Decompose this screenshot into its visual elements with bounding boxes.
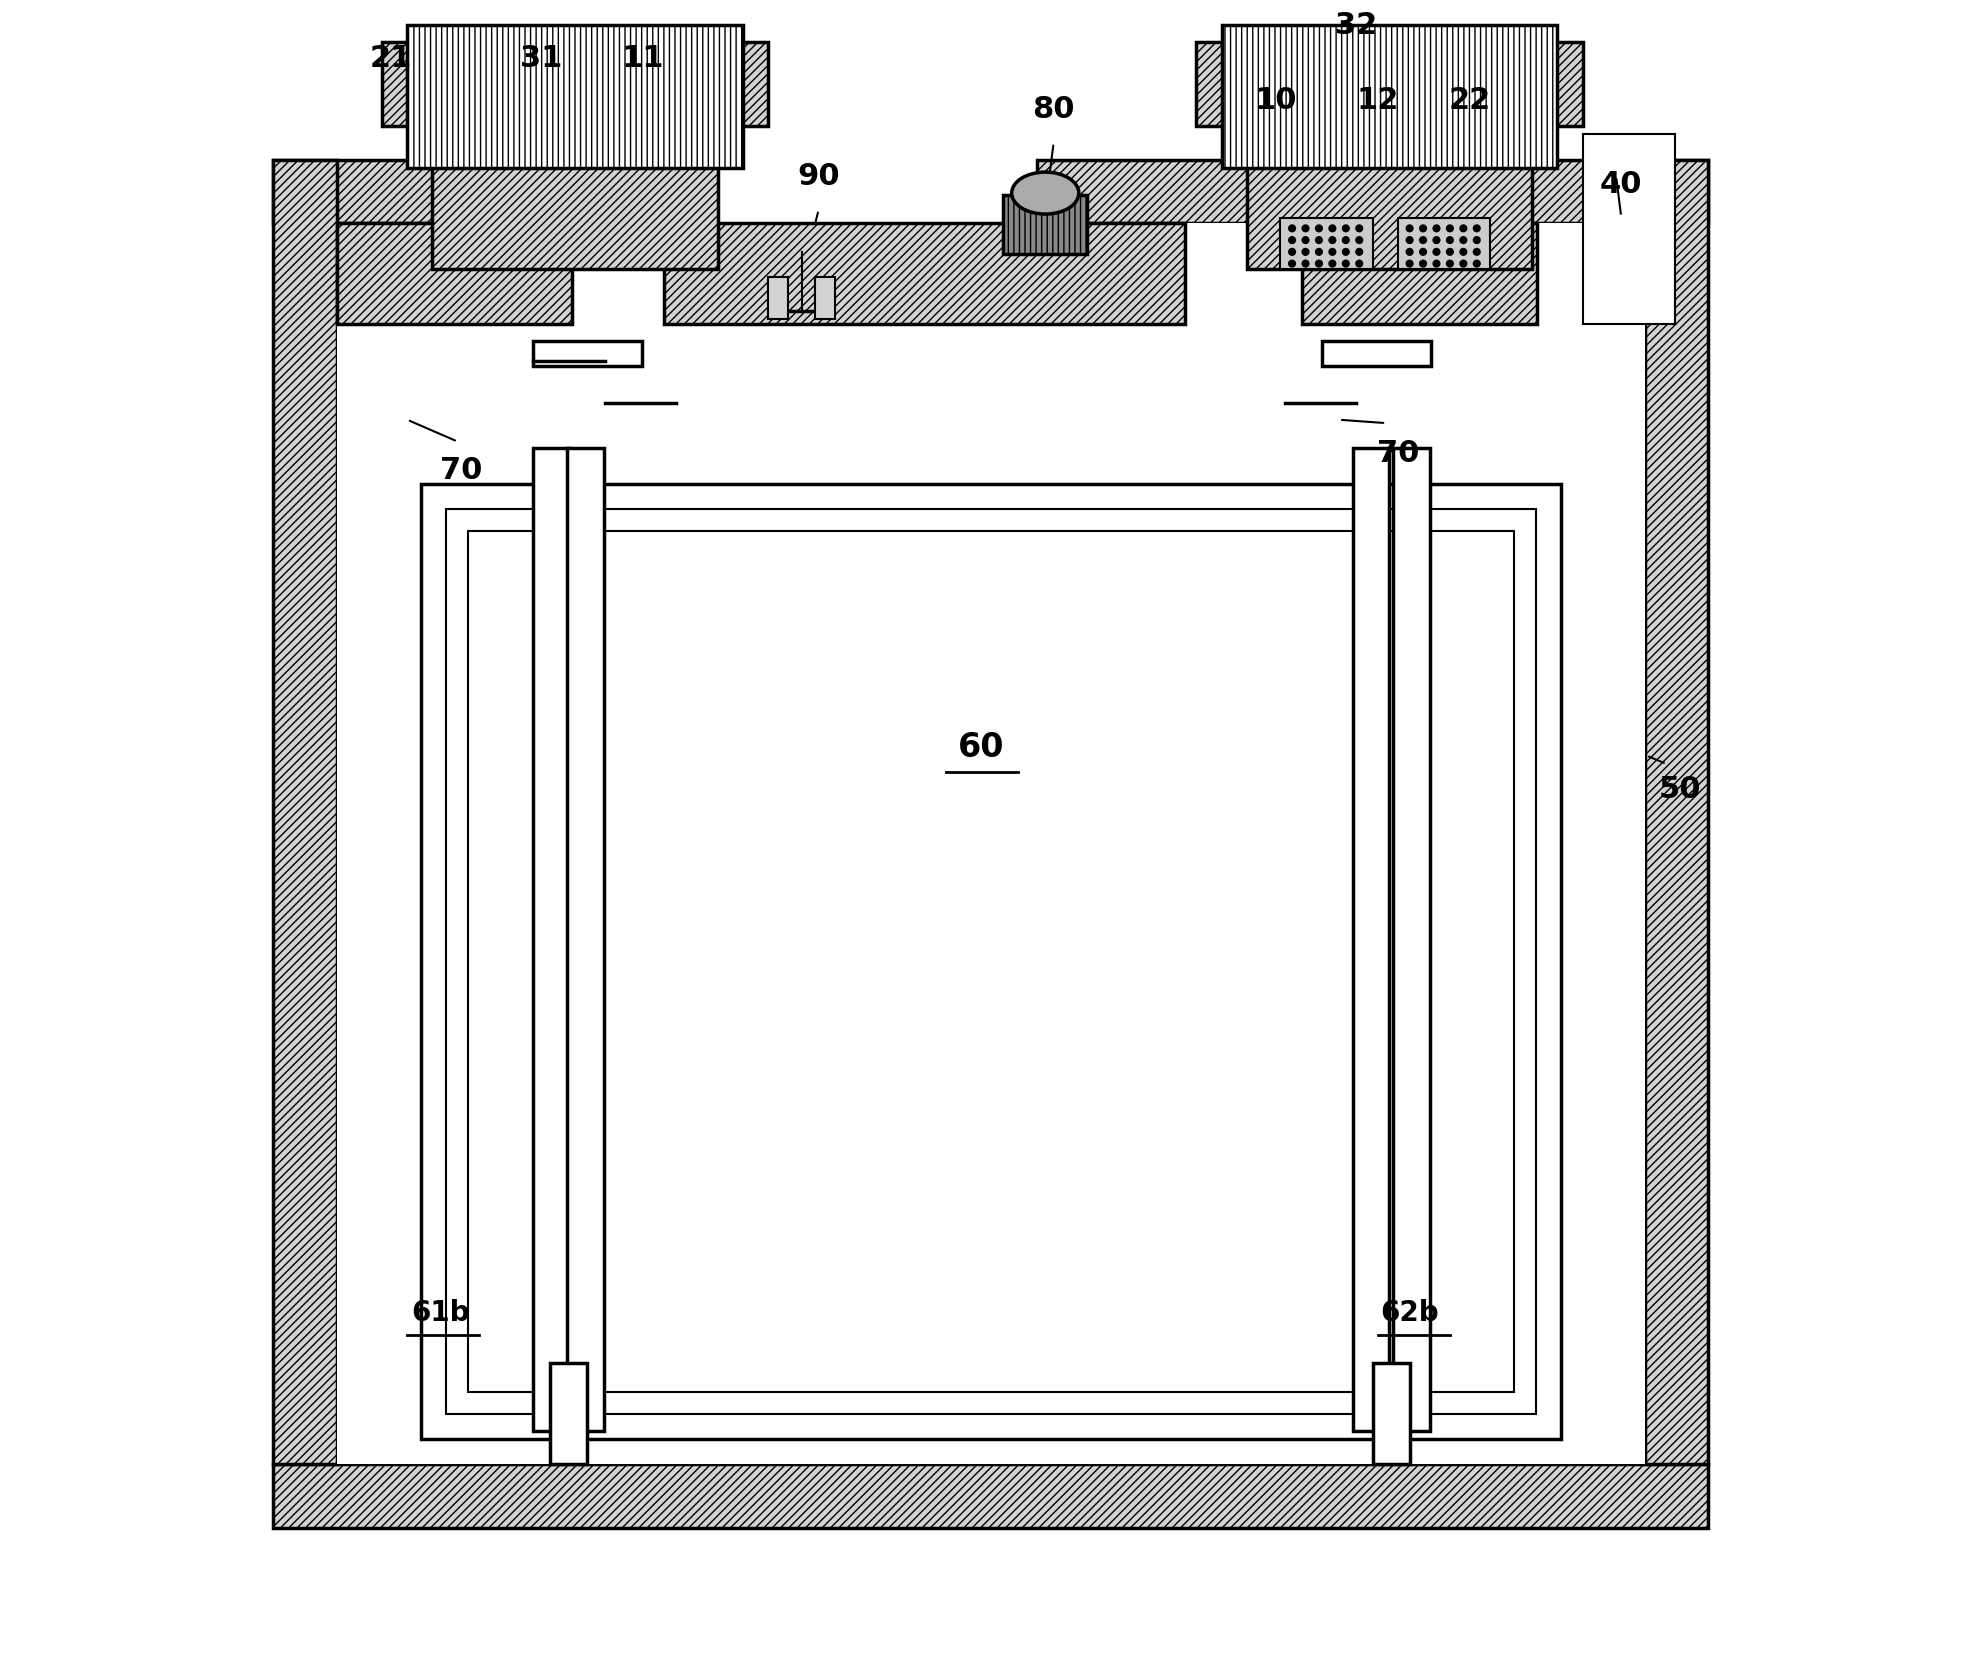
Circle shape [1460,260,1466,267]
Circle shape [1446,225,1454,232]
Circle shape [1460,237,1466,243]
Bar [533,341,643,366]
Circle shape [1302,248,1308,255]
Text: 60: 60 [959,730,1004,764]
Bar [337,223,572,324]
Circle shape [1288,248,1296,255]
Bar [272,160,592,223]
Circle shape [1302,225,1308,232]
Circle shape [1421,237,1426,243]
Circle shape [1474,260,1480,267]
Circle shape [1342,237,1350,243]
Circle shape [1432,237,1440,243]
Circle shape [1432,225,1440,232]
Circle shape [1302,260,1308,267]
Bar [1373,1363,1409,1464]
Bar [337,223,1645,1464]
Bar [1004,195,1087,254]
Text: 70: 70 [440,455,481,485]
Circle shape [1421,225,1426,232]
Circle shape [1407,225,1413,232]
Circle shape [1460,225,1466,232]
Circle shape [1432,248,1440,255]
Bar [1322,341,1432,366]
Circle shape [1460,248,1466,255]
Circle shape [1330,237,1336,243]
Text: 32: 32 [1336,10,1377,40]
Circle shape [1316,248,1322,255]
Circle shape [1421,248,1426,255]
Circle shape [1446,260,1454,267]
Bar [383,42,767,126]
Circle shape [1316,225,1322,232]
Text: 50: 50 [1659,774,1701,804]
Bar [1221,25,1557,168]
Circle shape [1446,248,1454,255]
Circle shape [1330,248,1336,255]
Circle shape [1288,237,1296,243]
Bar [665,223,1184,324]
Circle shape [1474,237,1480,243]
Bar [468,531,1513,1392]
Text: 12: 12 [1357,86,1399,116]
Circle shape [1342,225,1350,232]
Text: 61b: 61b [412,1300,470,1326]
Circle shape [1316,237,1322,243]
Bar [815,277,835,319]
Bar [1397,218,1490,269]
Ellipse shape [1012,173,1079,215]
Text: 90: 90 [797,161,840,191]
Bar [1038,160,1709,223]
Text: 22: 22 [1448,86,1492,116]
Bar [1353,448,1389,1431]
Bar [1582,134,1675,324]
Circle shape [1302,237,1308,243]
Bar [767,277,789,319]
Circle shape [1446,237,1454,243]
Bar [432,165,718,269]
Bar [272,1464,1709,1528]
Circle shape [1330,260,1336,267]
Circle shape [1355,225,1363,232]
Text: 11: 11 [621,44,663,74]
Circle shape [1288,260,1296,267]
Circle shape [1432,260,1440,267]
Bar [1393,448,1430,1431]
Circle shape [1355,248,1363,255]
Bar [1247,165,1533,269]
Text: 21: 21 [369,44,412,74]
Bar [1196,42,1582,126]
Circle shape [1355,260,1363,267]
Bar [1645,160,1709,1464]
Bar [566,448,604,1431]
Text: 80: 80 [1032,94,1075,124]
Circle shape [1474,248,1480,255]
Text: 31: 31 [521,44,562,74]
Circle shape [1407,260,1413,267]
Circle shape [1407,248,1413,255]
Text: 40: 40 [1600,170,1642,200]
Bar [550,1363,586,1464]
Text: 62b: 62b [1381,1300,1438,1326]
Text: 70: 70 [1377,438,1419,468]
Circle shape [1474,225,1480,232]
Bar [1280,218,1373,269]
Text: 10: 10 [1255,86,1296,116]
Circle shape [1342,260,1350,267]
Circle shape [1407,237,1413,243]
Circle shape [1316,260,1322,267]
Circle shape [1342,248,1350,255]
Bar [272,160,337,1464]
Circle shape [1288,225,1296,232]
Bar [446,509,1535,1414]
Bar [533,448,570,1431]
Bar [406,25,744,168]
Bar [420,484,1561,1439]
Bar [1302,223,1537,324]
Circle shape [1330,225,1336,232]
Circle shape [1355,237,1363,243]
Circle shape [1421,260,1426,267]
